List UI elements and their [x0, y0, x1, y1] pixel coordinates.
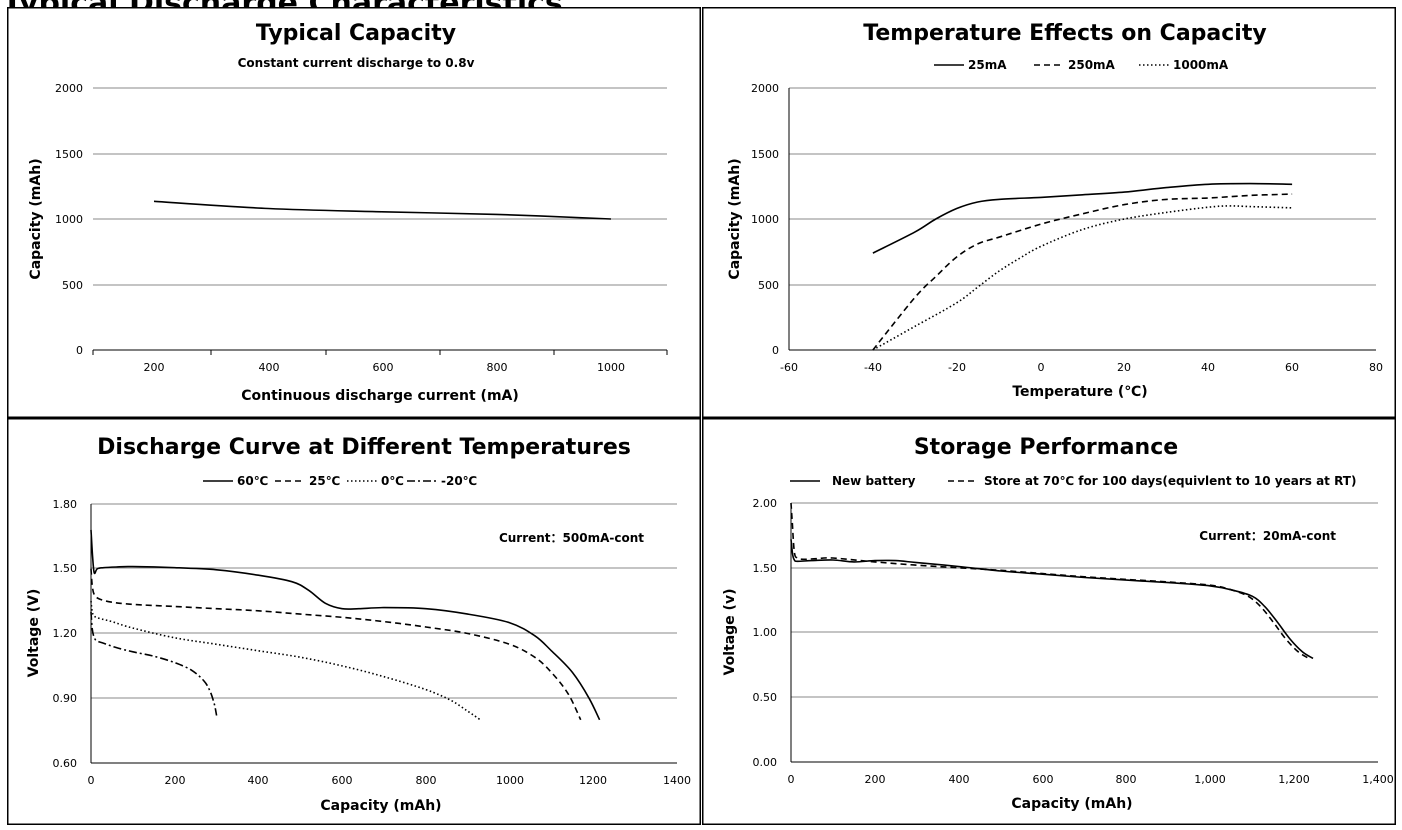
x-tick-label: 0: [788, 773, 795, 786]
x-tick-label: 200: [144, 361, 165, 374]
x-tick-label: 600: [1033, 773, 1054, 786]
x-tick-label: 1,000: [1194, 773, 1226, 786]
x-tick-label: 200: [865, 773, 886, 786]
storage-performance-panel: Storage Performance New battery Store at…: [701, 417, 1397, 826]
y-tick-label: 0.90: [53, 692, 78, 705]
y-tick-label: 1000: [55, 213, 83, 226]
x-axis-minor-ticks: [92, 350, 668, 355]
legend-label: 250mA: [1068, 58, 1116, 72]
series-layer: [90, 529, 601, 721]
x-tick-label: 1,200: [1278, 773, 1310, 786]
legend-label: -20℃: [441, 474, 477, 488]
legend: 60℃ 25℃ 0℃ -20℃: [203, 474, 477, 488]
y-tick-label: 1.80: [53, 498, 78, 511]
x-axis-label: Continuous discharge current (mA): [241, 388, 519, 404]
legend-label: 60℃: [237, 474, 268, 488]
chart-subtitle: Constant current discharge to 0.8v: [238, 56, 475, 70]
y-tick-label: 0: [76, 344, 83, 357]
x-tick-label: 1000: [496, 774, 524, 787]
series-line-1: [872, 182, 1293, 254]
x-tick-label: 400: [949, 773, 970, 786]
typical-capacity-panel: Typical Capacity Constant current discha…: [6, 6, 702, 419]
legend-label: 25℃: [309, 474, 340, 488]
x-tick-label: 1200: [579, 774, 607, 787]
x-tick-label: 1400: [663, 774, 691, 787]
temperature-effects-chart: Temperature Effects on Capacity 25mA 250…: [701, 6, 1397, 419]
series-line-2: [790, 502, 1310, 660]
series-line-1: [90, 529, 601, 721]
discharge-curve-chart: Discharge Curve at Different Temperature…: [6, 417, 702, 826]
y-tick-label: 1500: [55, 148, 83, 161]
temperature-effects-panel: Temperature Effects on Capacity 25mA 250…: [701, 6, 1397, 419]
storage-performance-chart: Storage Performance New battery Store at…: [701, 417, 1397, 826]
legend-label: Store at 70℃ for 100 days(equivlent to 1…: [984, 474, 1356, 488]
legend-label: 0℃: [381, 474, 404, 488]
y-tick-label: 1.50: [53, 562, 78, 575]
legend: New battery Store at 70℃ for 100 days(eq…: [790, 474, 1356, 488]
series-line-2: [90, 568, 582, 721]
y-tick-label: 0.50: [753, 691, 778, 704]
x-tick-label: 600: [332, 774, 353, 787]
series-layer: [790, 502, 1314, 660]
y-tick-label: 1.20: [53, 627, 78, 640]
x-tick-label: 0: [1038, 361, 1045, 374]
x-axis-label: Capacity (mAh): [1011, 796, 1132, 812]
x-tick-label: 20: [1117, 361, 1131, 374]
x-tick-label: -20: [948, 361, 966, 374]
legend-label: 25mA: [968, 58, 1007, 72]
discharge-curve-panel: Discharge Curve at Different Temperature…: [6, 417, 702, 826]
series-layer: [872, 182, 1293, 351]
x-tick-label: 80: [1369, 361, 1383, 374]
y-tick-label: 0: [772, 344, 779, 357]
x-tick-label: 400: [259, 361, 280, 374]
grid: [789, 87, 1376, 286]
x-tick-label: 600: [373, 361, 394, 374]
y-axis-label: Voltage (V): [26, 589, 42, 678]
grid: [93, 87, 667, 286]
y-tick-label: 500: [758, 279, 779, 292]
y-tick-label: 0.00: [753, 756, 778, 769]
y-axis-label: Voltage (v): [722, 589, 738, 676]
current-annotation: Current：20mA-cont: [1199, 529, 1336, 543]
legend-label: New battery: [832, 474, 916, 488]
y-tick-label: 2000: [55, 82, 83, 95]
x-tick-label: -60: [780, 361, 798, 374]
chart-title: Temperature Effects on Capacity: [863, 21, 1266, 46]
x-axis-label: Temperature (℃): [1012, 384, 1147, 400]
grid: [91, 503, 677, 699]
current-annotation: Current：500mA-cont: [499, 531, 644, 545]
y-tick-label: 0.60: [53, 757, 78, 770]
chart-title: Storage Performance: [914, 435, 1178, 460]
y-tick-label: 1.00: [753, 626, 778, 639]
series-line-1: [153, 200, 612, 220]
y-tick-label: 1500: [751, 148, 779, 161]
legend: 25mA 250mA 1000mA: [934, 58, 1229, 72]
y-axis-label: Capacity (mAh): [28, 158, 44, 279]
x-tick-label: 1000: [597, 361, 625, 374]
legend-label: 1000mA: [1173, 58, 1229, 72]
x-tick-label: 800: [1116, 773, 1137, 786]
x-tick-label: 1,400: [1362, 773, 1394, 786]
typical-capacity-chart: Typical Capacity Constant current discha…: [6, 6, 702, 419]
chart-title: Typical Capacity: [256, 21, 456, 46]
chart-title: Discharge Curve at Different Temperature…: [97, 435, 631, 460]
x-tick-label: 200: [165, 774, 186, 787]
x-tick-label: 60: [1285, 361, 1299, 374]
grid: [791, 502, 1378, 698]
y-tick-label: 1.50: [753, 562, 778, 575]
x-tick-label: 800: [487, 361, 508, 374]
x-tick-label: 40: [1201, 361, 1215, 374]
y-tick-label: 500: [62, 279, 83, 292]
x-tick-label: 400: [248, 774, 269, 787]
x-tick-label: -40: [864, 361, 882, 374]
y-axis-label: Capacity (mAh): [727, 158, 743, 279]
series-layer: [153, 200, 612, 220]
x-tick-label: 800: [416, 774, 437, 787]
y-tick-label: 1000: [751, 213, 779, 226]
x-axis-label: Capacity (mAh): [320, 798, 441, 814]
y-tick-label: 2000: [751, 82, 779, 95]
x-tick-label: 0: [88, 774, 95, 787]
y-tick-label: 2.00: [753, 497, 778, 510]
